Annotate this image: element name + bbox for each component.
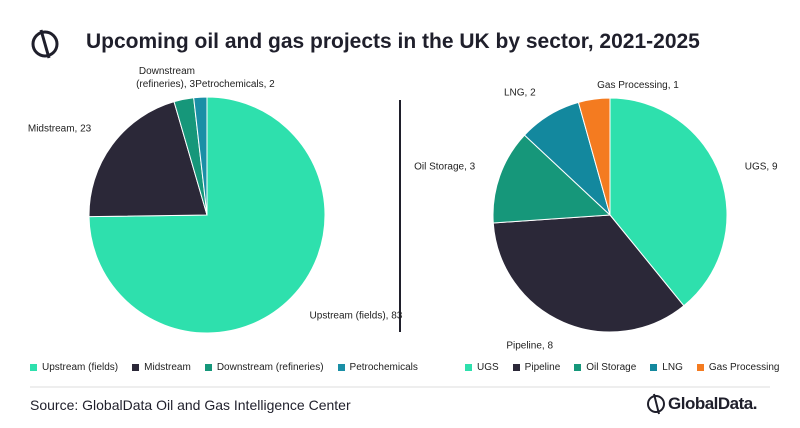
legend-swatch [132,363,140,371]
legend-item: Midstream [132,362,191,373]
legend: Upstream (fields) Midstream Downstream (re… [30,362,418,373]
data-label: Oil Storage, 3 [414,161,476,173]
legend-label: LNG [662,362,683,373]
legend-label: Petrochemicals [349,362,418,373]
chart-title: Upcoming oil and gas projects in the UK … [86,30,700,53]
legend-item: Oil Storage [574,362,636,373]
pie-slice [88,101,208,218]
data-label: Upstream (fields), 83 [309,310,403,322]
legend-item: LNG [650,362,683,373]
legend-item: Downstream (refineries) [204,362,324,373]
legend-swatch [465,363,472,371]
pie-slice [577,97,611,216]
legend-label: Oil Storage [586,362,637,373]
pie-slice [492,214,685,333]
legend-item: Petrochemicals [337,362,418,373]
data-label: LNG, 2 [504,87,536,99]
legend-label: Pipeline [524,362,561,373]
legend-label: Midstream [144,362,191,373]
legend: UGS Pipeline Oil Storage LNG Gas Processing [465,362,779,373]
legend-item: Gas Processing [696,362,780,373]
legend-item: Upstream (fields) [30,362,118,373]
data-label: Midstream, 23 [27,123,92,135]
data-label: Petrochemicals, 2 [195,79,275,90]
pie-slice [88,96,326,334]
data-label: Gas Processing, 1 [597,80,679,91]
legend-swatch [204,363,212,371]
title-icon [31,29,59,59]
data-label: Pipeline, 8 [506,340,554,352]
data-label: UGS, 9 [744,161,778,173]
legend-swatch [512,363,520,371]
legend-label: Upstream (fields) [42,362,119,373]
legend-swatch [337,363,345,371]
pie-slice [492,134,612,224]
logo-icon [647,393,665,415]
source: Source: GlobalData Oil and Gas Intellige… [30,397,351,413]
pie-slice [609,97,728,307]
legend-label: UGS [477,362,499,373]
pie-slice [193,96,208,216]
data-label: Downstream (refineries), 3 [136,66,195,90]
legend-swatch [650,363,658,371]
legend-item: UGS [465,362,499,373]
legend-swatch [696,363,704,371]
legend-label: Gas Processing [708,362,780,373]
legend-swatch [30,363,37,371]
logo: GlobalData. [668,394,757,413]
legend-swatch [574,363,582,371]
legend-label: Downstream (refineries) [216,362,324,373]
legend-item: Pipeline [512,362,561,373]
